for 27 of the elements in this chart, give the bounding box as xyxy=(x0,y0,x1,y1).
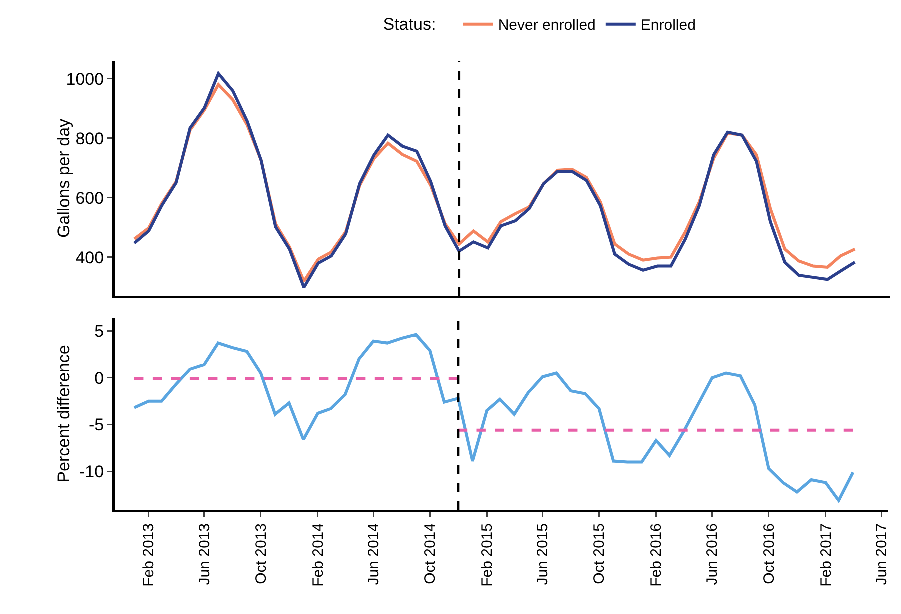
x-tick-label: Jun 2013 xyxy=(196,524,214,586)
x-tick-label: Feb 2017 xyxy=(818,524,835,587)
x-tick-label: Oct 2015 xyxy=(591,524,608,584)
x-tick-label: Jun 2014 xyxy=(365,524,382,586)
legend-label: Enrolled xyxy=(640,17,696,34)
y-tick-label: 400 xyxy=(76,248,104,268)
x-tick-label: Feb 2013 xyxy=(140,524,158,587)
y-axis-title: Percent difference xyxy=(54,345,74,483)
y-tick-label: -5 xyxy=(88,416,104,435)
y-tick-label: 1000 xyxy=(66,70,104,89)
y-tick-label: 800 xyxy=(76,129,104,148)
x-tick-label: Oct 2016 xyxy=(760,524,778,584)
y-tick-label: 600 xyxy=(76,188,104,208)
x-tick-label: Oct 2013 xyxy=(252,524,270,584)
x-tick-label: Feb 2014 xyxy=(310,524,327,587)
y-tick-label: 0 xyxy=(94,368,104,388)
x-tick-label: Oct 2014 xyxy=(422,524,440,584)
x-tick-label: Feb 2015 xyxy=(479,524,496,587)
legend-title: Status: xyxy=(383,15,450,34)
y-tick-label: 5 xyxy=(94,322,104,342)
legend-label: Never enrolled xyxy=(498,17,596,34)
x-tick-label: Jun 2017 xyxy=(873,524,890,586)
y-tick-label: -10 xyxy=(80,462,104,482)
x-tick-label: Jun 2015 xyxy=(534,524,552,586)
x-tick-label: Feb 2016 xyxy=(648,524,666,587)
y-axis-title: Gallons per day xyxy=(54,118,74,238)
x-tick-label: Jun 2016 xyxy=(704,524,722,586)
